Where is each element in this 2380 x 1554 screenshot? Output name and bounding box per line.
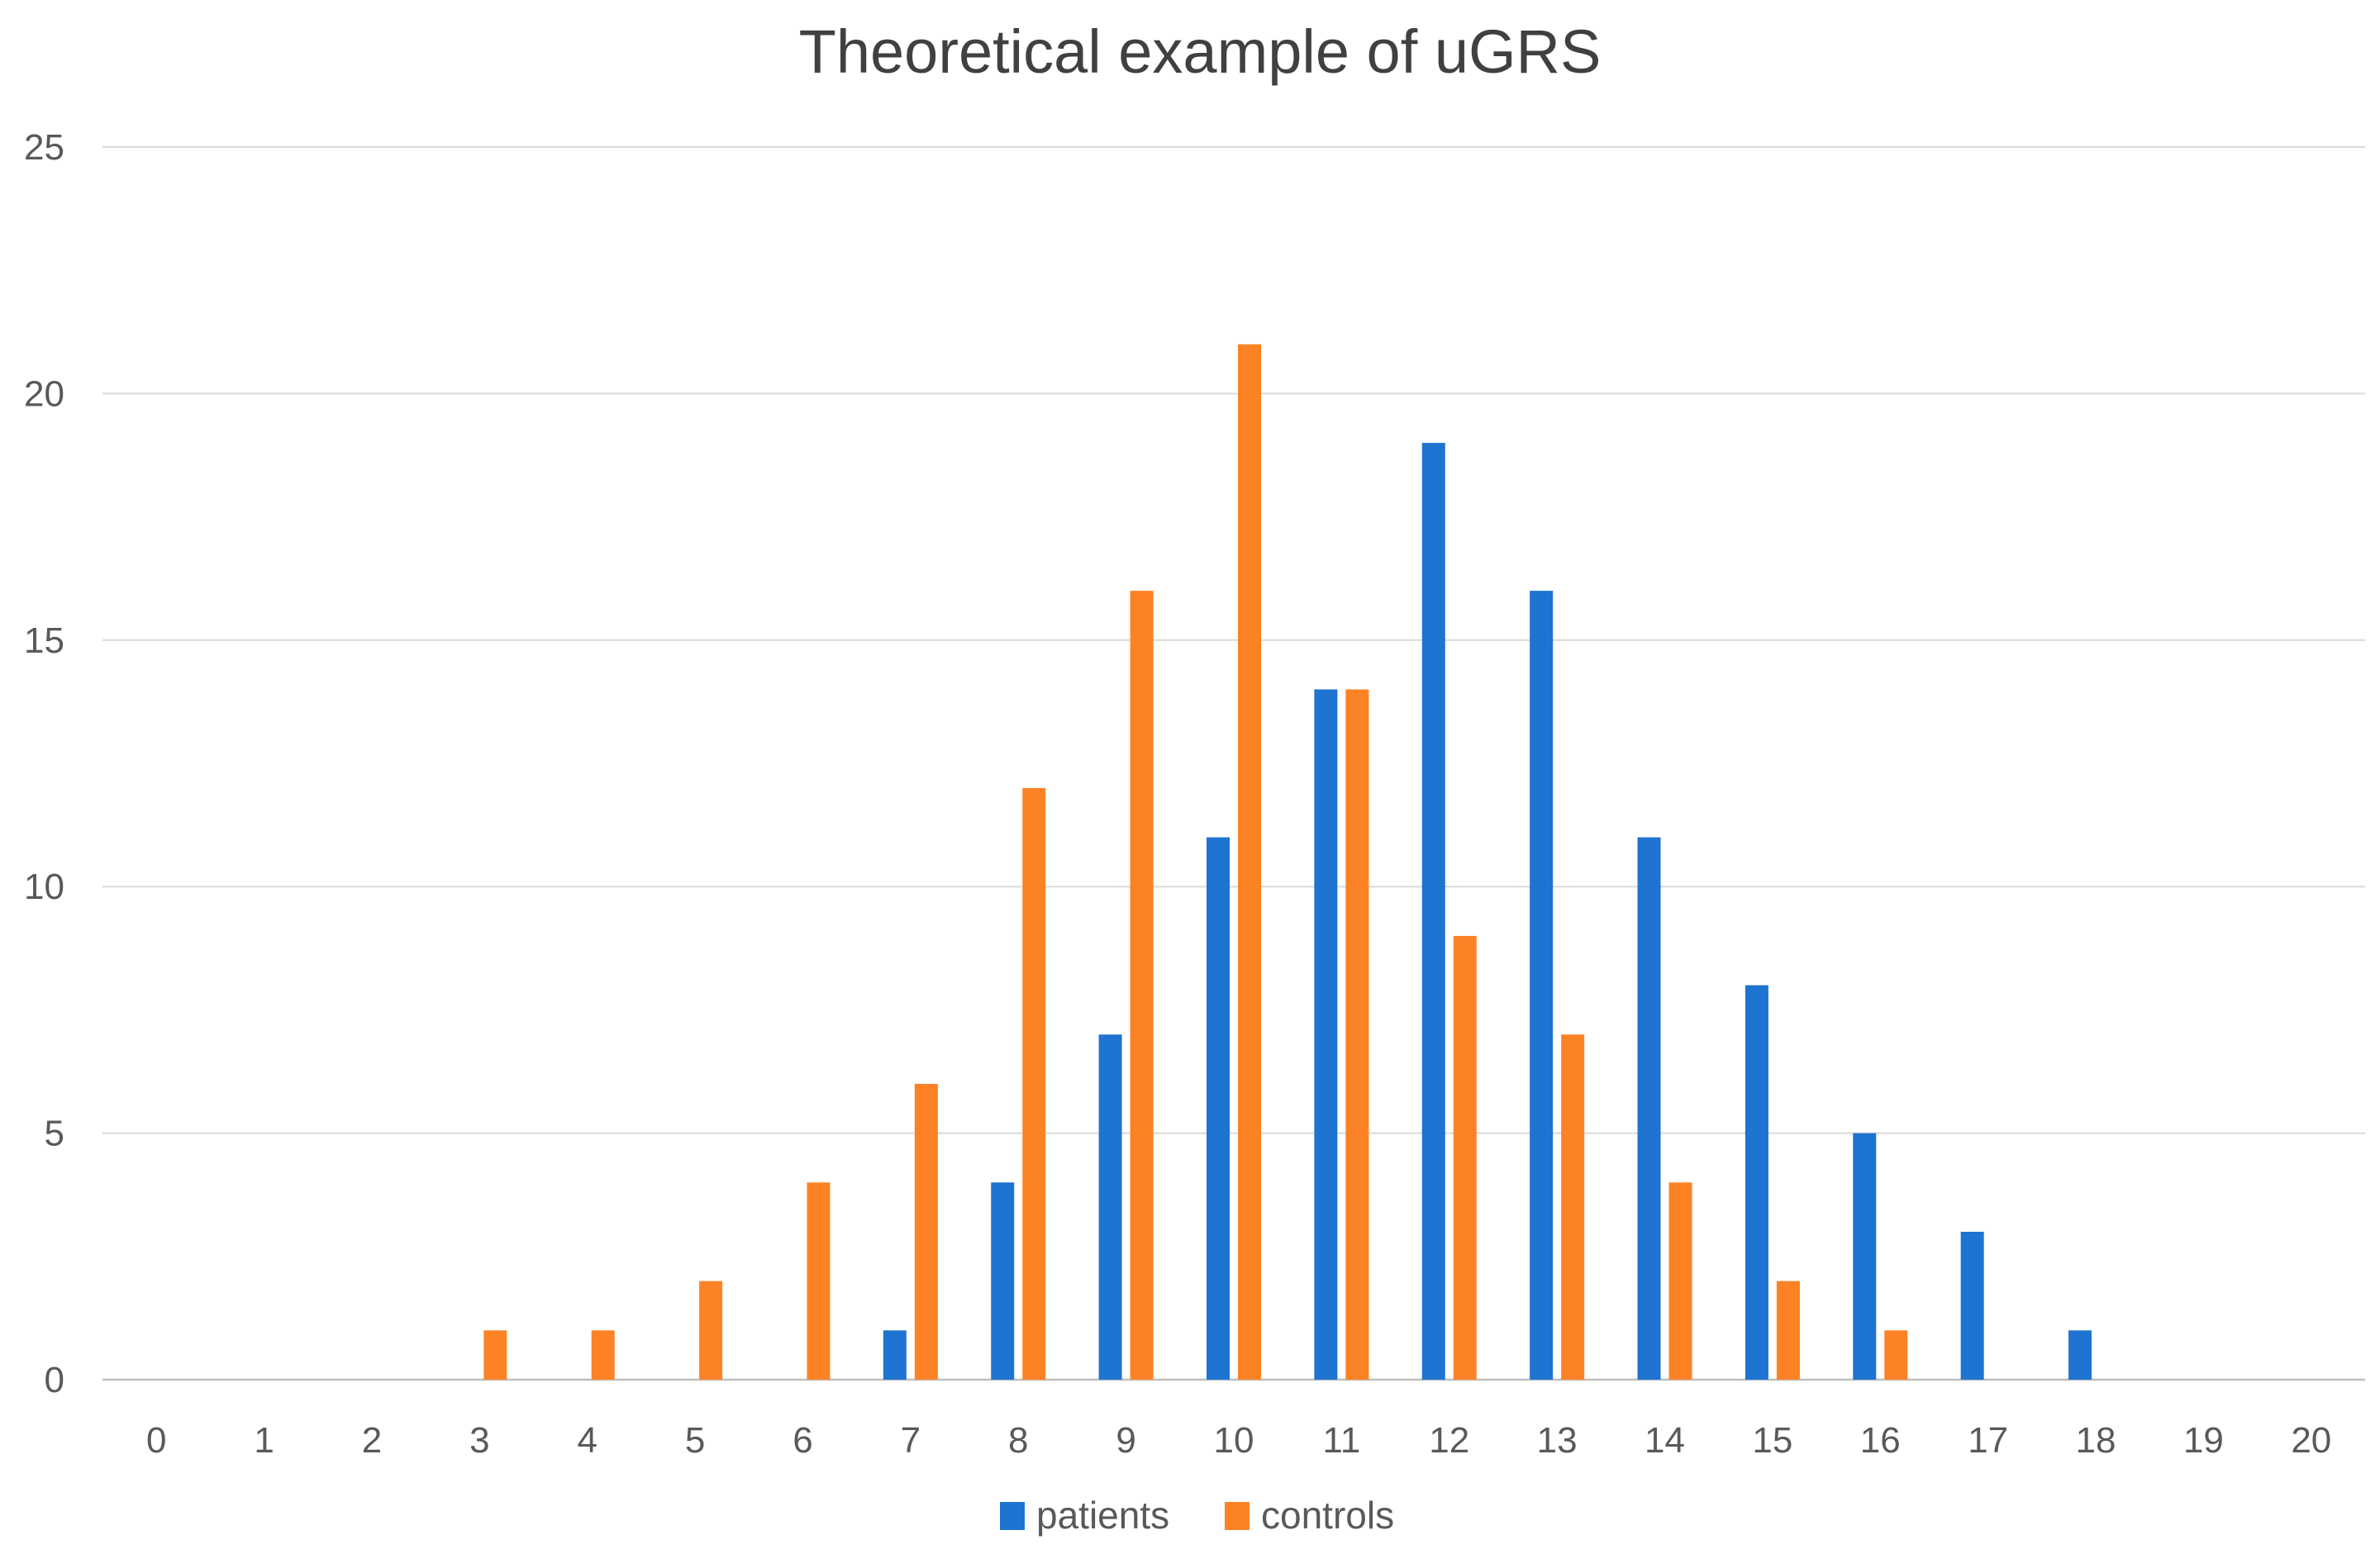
bar-controls-9 [1130, 591, 1154, 1380]
x-tick-label: 5 [685, 1420, 705, 1461]
bar-controls-6 [807, 1182, 831, 1380]
x-tick-label: 4 [577, 1420, 597, 1461]
bar-controls-3 [483, 1330, 507, 1380]
x-tick-label: 0 [146, 1420, 166, 1461]
bar-controls-12 [1453, 935, 1477, 1380]
y-tick-label: 10 [24, 867, 64, 907]
bar-patients-10 [1207, 837, 1230, 1380]
y-tick-label: 5 [45, 1114, 64, 1154]
legend-swatch-patients [1000, 1502, 1025, 1530]
y-tick-label: 15 [24, 620, 64, 661]
legend: patients controls [1000, 1494, 1394, 1537]
bar-patients-9 [1098, 1034, 1122, 1380]
x-tick-label: 6 [793, 1420, 812, 1461]
bar-controls-15 [1776, 1281, 1800, 1380]
x-tick-label: 18 [2076, 1420, 2116, 1461]
bar-controls-14 [1668, 1182, 1692, 1380]
x-tick-label: 15 [1752, 1420, 1792, 1461]
legend-swatch-controls [1225, 1502, 1250, 1530]
bar-controls-4 [591, 1330, 615, 1380]
x-tick-label: 1 [254, 1420, 274, 1461]
chart-title: Theoretical example of uGRS [799, 17, 1602, 86]
x-tick-label: 16 [1860, 1420, 1901, 1461]
y-tick-label: 0 [45, 1360, 64, 1400]
x-tick-label: 17 [1968, 1420, 2008, 1461]
x-tick-label: 12 [1429, 1420, 1469, 1461]
legend-label-patients: patients [1036, 1494, 1169, 1537]
x-tick-label: 2 [362, 1420, 382, 1461]
x-tick-label: 13 [1537, 1420, 1578, 1461]
bar-controls-5 [699, 1281, 723, 1380]
bar-patients-15 [1745, 985, 1768, 1380]
bar-patients-12 [1421, 443, 1445, 1380]
x-tick-label: 8 [1008, 1420, 1028, 1461]
bar-controls-7 [914, 1083, 938, 1380]
x-axis-tick-labels: 0 1 2 3 4 5 6 7 8 9 10 11 12 13 14 15 16 17 18 19 20 [146, 1420, 2331, 1461]
legend-label-controls: controls [1261, 1494, 1394, 1537]
x-tick-label: 9 [1116, 1420, 1135, 1461]
bar-patients-8 [991, 1182, 1015, 1380]
bar-controls-8 [1022, 787, 1046, 1380]
bars [483, 344, 2092, 1381]
bar-controls-13 [1561, 1034, 1585, 1380]
x-tick-label: 7 [901, 1420, 921, 1461]
bar-patients-17 [1960, 1231, 1984, 1380]
bar-patients-7 [883, 1330, 907, 1380]
x-tick-label: 14 [1645, 1420, 1685, 1461]
x-tick-label: 19 [2183, 1420, 2224, 1461]
bar-patients-14 [1637, 837, 1661, 1380]
x-tick-label: 3 [469, 1420, 489, 1461]
x-tick-label: 11 [1323, 1420, 1361, 1461]
bar-patients-16 [1853, 1133, 1877, 1380]
bar-controls-10 [1238, 344, 1261, 1381]
y-axis-tick-labels: 0 5 10 15 20 25 [24, 127, 64, 1400]
bar-controls-16 [1884, 1330, 1908, 1380]
gridlines [102, 146, 2365, 1381]
y-tick-label: 25 [24, 127, 64, 168]
bar-patients-11 [1314, 689, 1338, 1380]
x-tick-label: 10 [1214, 1420, 1254, 1461]
bar-patients-13 [1530, 591, 1554, 1380]
y-tick-label: 20 [24, 373, 64, 414]
bar-patients-18 [2068, 1330, 2092, 1380]
bar-controls-11 [1345, 689, 1369, 1380]
x-tick-label: 20 [2291, 1420, 2331, 1461]
